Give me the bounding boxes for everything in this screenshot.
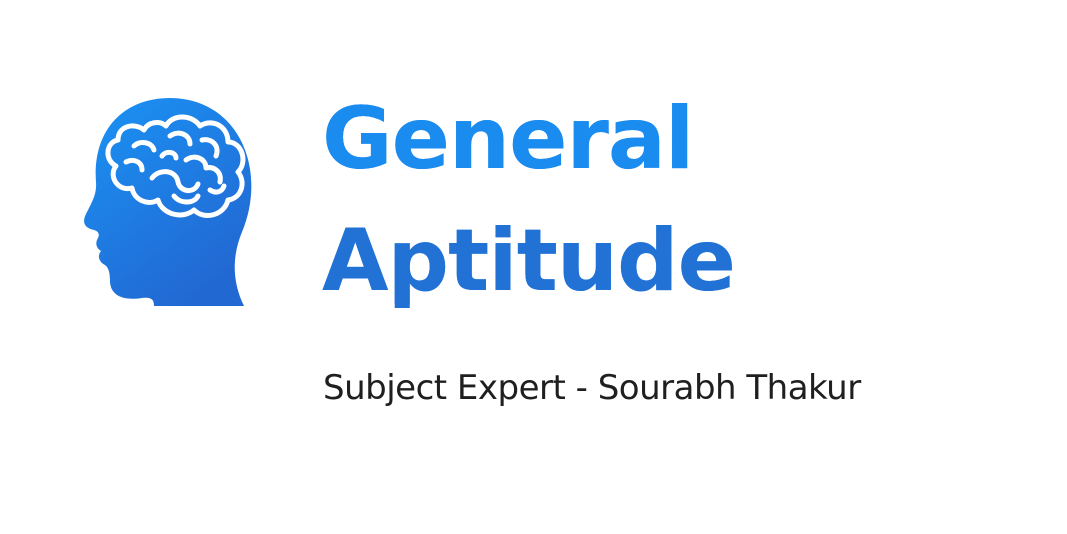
head-brain-icon (82, 96, 254, 306)
title-line-1: General (322, 89, 694, 189)
subtitle-subject-expert: Subject Expert - Sourabh Thakur (323, 368, 861, 408)
title-line-2: Aptitude (322, 211, 736, 311)
